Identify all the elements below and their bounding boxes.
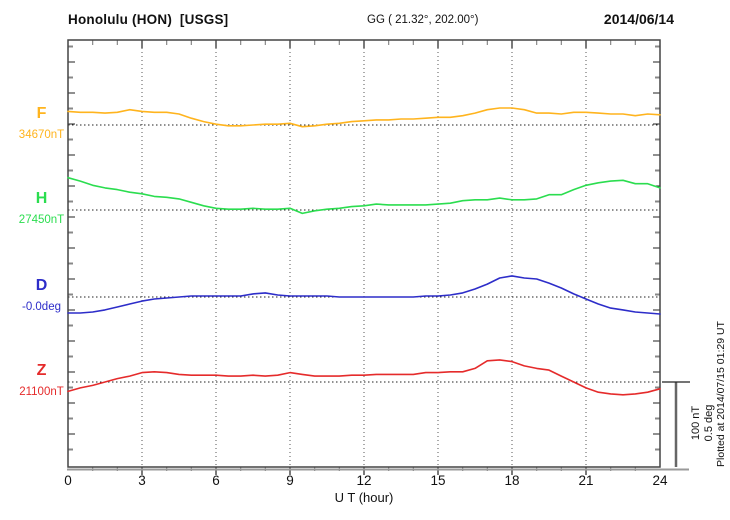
channel-label-D: D bbox=[35, 277, 48, 294]
plotted-at-note: Plotted at 2014/07/15 01:29 UT bbox=[715, 321, 727, 467]
x-tick-label-18: 18 bbox=[504, 473, 520, 488]
station-title: Honolulu (HON) [USGS] bbox=[68, 12, 229, 27]
x-axis-title: U T (hour) bbox=[334, 490, 394, 505]
channel-label-F: F bbox=[36, 105, 47, 122]
channel-baseline-Z: 21100nT bbox=[19, 386, 64, 398]
channel-baseline-H: 27450nT bbox=[18, 214, 65, 226]
channel-label-H: H bbox=[35, 190, 48, 207]
scale-bar-label: 100 nT 0.5 deg bbox=[690, 405, 716, 442]
x-tick-label-24: 24 bbox=[652, 473, 668, 488]
x-tick-label-0: 0 bbox=[64, 473, 72, 488]
channel-baseline-D: -0.0deg bbox=[21, 301, 61, 313]
channel-label-Z: Z bbox=[36, 362, 47, 379]
x-tick-label-9: 9 bbox=[286, 473, 294, 488]
x-tick-label-21: 21 bbox=[578, 473, 594, 488]
x-tick-label-15: 15 bbox=[430, 473, 446, 488]
channel-baseline-F: 34670nT bbox=[18, 129, 65, 141]
x-tick-label-3: 3 bbox=[138, 473, 146, 488]
scale-bar-label-nt: 100 nT bbox=[690, 405, 702, 441]
plot-date: 2014/06/14 bbox=[603, 11, 674, 27]
geo-coordinates: GG ( 21.32°, 202.00°) bbox=[367, 14, 479, 26]
x-tick-label-12: 12 bbox=[356, 473, 372, 488]
x-tick-label-6: 6 bbox=[212, 473, 220, 488]
